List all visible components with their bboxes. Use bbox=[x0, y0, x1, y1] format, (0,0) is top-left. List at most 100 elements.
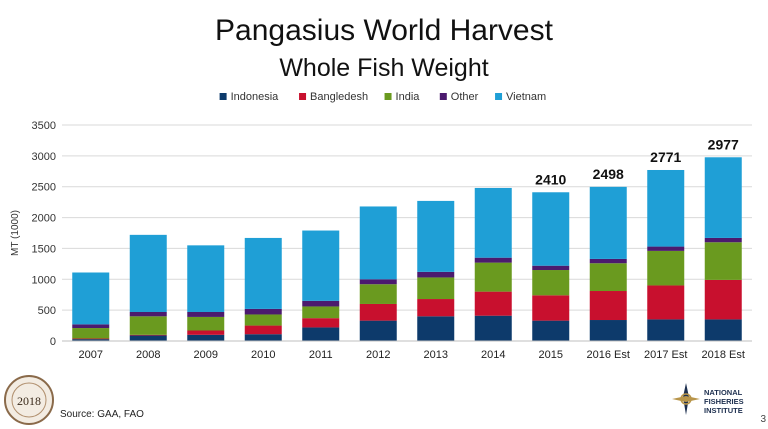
bar-india-2010 bbox=[244, 314, 282, 326]
bar-india-2015 bbox=[532, 270, 570, 296]
bar-bangledesh-2012 bbox=[359, 303, 397, 321]
total-label: 2977 bbox=[708, 136, 739, 152]
y-axis-label: MT (1000) bbox=[10, 210, 21, 256]
page-number: 3 bbox=[760, 414, 766, 425]
bar-other-2017-est bbox=[647, 246, 685, 251]
bar-indonesia-2015 bbox=[532, 320, 570, 341]
bar-vietnam-2009 bbox=[187, 245, 225, 312]
bar-indonesia-2009 bbox=[187, 334, 225, 341]
bar-vietnam-2010 bbox=[244, 237, 282, 309]
nfi-line1: NATIONAL bbox=[704, 388, 743, 397]
bar-indonesia-2017-est bbox=[647, 319, 685, 341]
total-label: 2410 bbox=[535, 171, 566, 187]
legend-swatch-indonesia bbox=[219, 93, 227, 100]
bar-vietnam-2016-est bbox=[589, 186, 627, 259]
bar-other-2008 bbox=[129, 311, 167, 317]
legend-label-other: Other bbox=[451, 91, 479, 103]
bar-india-2007 bbox=[72, 328, 110, 339]
legend-swatch-other bbox=[439, 93, 447, 100]
bar-vietnam-2014 bbox=[474, 187, 512, 258]
bar-other-2014 bbox=[474, 257, 512, 263]
source-note: Source: GAA, FAO bbox=[60, 409, 144, 420]
bar-other-2013 bbox=[417, 271, 455, 278]
x-tick-label: 2010 bbox=[251, 349, 275, 361]
seal-year: 2018 bbox=[17, 394, 41, 408]
legend-label-indonesia: Indonesia bbox=[231, 91, 280, 103]
y-tick-label: 1500 bbox=[32, 243, 56, 255]
bar-india-2018-est bbox=[704, 242, 742, 280]
y-tick-label: 3000 bbox=[32, 151, 56, 163]
bar-india-2011 bbox=[302, 306, 340, 319]
bar-other-2012 bbox=[359, 279, 397, 285]
x-tick-label: 2018 Est bbox=[702, 349, 745, 361]
bar-bangledesh-2009 bbox=[187, 330, 225, 335]
chart-title: Pangasius World Harvest bbox=[215, 14, 553, 47]
bar-indonesia-2010 bbox=[244, 334, 282, 341]
y-tick-label: 0 bbox=[50, 336, 56, 348]
y-tick-label: 1000 bbox=[32, 274, 56, 286]
bar-other-2007 bbox=[72, 324, 110, 329]
bar-vietnam-2012 bbox=[359, 206, 397, 280]
x-tick-label: 2015 bbox=[539, 349, 563, 361]
bar-other-2010 bbox=[244, 308, 282, 315]
bar-bangledesh-2014 bbox=[474, 291, 512, 316]
bar-india-2016-est bbox=[589, 263, 627, 292]
nfi-line3: INSTITUTE bbox=[704, 406, 743, 415]
bar-vietnam-2017-est bbox=[647, 169, 685, 247]
nfi-line2: FISHERIES bbox=[704, 397, 744, 406]
bar-indonesia-2014 bbox=[474, 315, 512, 341]
seal-logo: 2018 bbox=[4, 375, 54, 425]
bar-vietnam-2007 bbox=[72, 272, 110, 325]
total-label: 2498 bbox=[593, 166, 624, 182]
bar-bangledesh-2018-est bbox=[704, 279, 742, 320]
x-tick-label: 2013 bbox=[424, 349, 448, 361]
x-tick-label: 2008 bbox=[136, 349, 160, 361]
legend-label-vietnam: Vietnam bbox=[506, 91, 546, 103]
legend-swatch-bangledesh bbox=[299, 93, 307, 100]
bar-indonesia-2007 bbox=[72, 339, 110, 341]
bar-indonesia-2016-est bbox=[589, 320, 627, 341]
x-tick-label: 2017 Est bbox=[644, 349, 687, 361]
bar-vietnam-2011 bbox=[302, 230, 340, 301]
bar-other-2009 bbox=[187, 311, 225, 317]
bar-vietnam-2013 bbox=[417, 200, 455, 272]
x-tick-label: 2011 bbox=[309, 349, 333, 361]
bar-bangledesh-2017-est bbox=[647, 285, 685, 320]
bar-india-2017-est bbox=[647, 250, 685, 286]
bar-vietnam-2015 bbox=[532, 192, 570, 266]
bar-india-2009 bbox=[187, 316, 225, 331]
bar-bangledesh-2010 bbox=[244, 325, 282, 335]
nfi-logo-text: NATIONAL FISHERIES INSTITUTE bbox=[704, 388, 744, 415]
x-tick-label: 2014 bbox=[481, 349, 505, 361]
bar-indonesia-2011 bbox=[302, 327, 340, 341]
bar-other-2016-est bbox=[589, 258, 627, 264]
bar-bangledesh-2011 bbox=[302, 318, 340, 328]
legend-label-india: India bbox=[396, 91, 421, 103]
y-tick-label: 500 bbox=[38, 305, 56, 317]
bar-other-2011 bbox=[302, 300, 340, 307]
chart-subtitle: Whole Fish Weight bbox=[279, 54, 489, 82]
compass-icon bbox=[672, 383, 700, 415]
x-tick-label: 2012 bbox=[366, 349, 390, 361]
legend-swatch-india bbox=[384, 93, 392, 100]
bar-indonesia-2012 bbox=[359, 320, 397, 341]
bar-indonesia-2013 bbox=[417, 316, 455, 341]
bar-vietnam-2008 bbox=[129, 234, 167, 312]
y-tick-label: 2000 bbox=[32, 213, 56, 225]
bar-india-2012 bbox=[359, 284, 397, 304]
y-tick-label: 2500 bbox=[32, 182, 56, 194]
bar-indonesia-2008 bbox=[129, 335, 167, 341]
total-label: 2771 bbox=[650, 149, 681, 165]
bar-india-2008 bbox=[129, 316, 167, 335]
x-tick-label: 2009 bbox=[194, 349, 218, 361]
legend-swatch-vietnam bbox=[495, 93, 503, 100]
x-tick-label: 2016 Est bbox=[587, 349, 630, 361]
bar-bangledesh-2015 bbox=[532, 295, 570, 321]
bar-bangledesh-2008 bbox=[129, 334, 167, 336]
y-tick-label: 3500 bbox=[32, 120, 56, 132]
x-tick-label: 2007 bbox=[79, 349, 103, 361]
bar-vietnam-2018-est bbox=[704, 157, 742, 238]
bar-bangledesh-2016-est bbox=[589, 291, 627, 321]
